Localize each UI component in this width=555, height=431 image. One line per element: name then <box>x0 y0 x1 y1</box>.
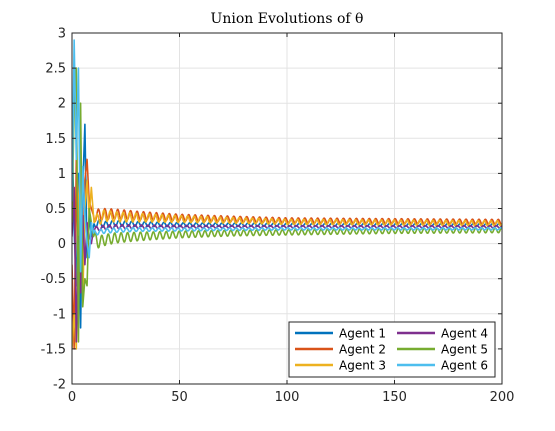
x-tick-label: 0 <box>68 390 76 405</box>
y-tick-label: 1 <box>58 167 66 182</box>
y-tick-label: -2 <box>53 378 66 393</box>
y-tick-label: 0 <box>58 237 66 252</box>
x-tick-label: 50 <box>171 390 188 405</box>
plot-area <box>72 39 502 350</box>
y-tick-label: 2.5 <box>45 62 66 77</box>
series-line-agent-3 <box>72 158 502 350</box>
y-tick-label: -1 <box>53 307 66 322</box>
series-line-agent-6 <box>72 39 502 273</box>
x-tick-label: 200 <box>490 390 515 405</box>
legend: Agent 1 Agent 2 Agent 3 Agent 4 Agent 5 Agent… <box>288 321 496 378</box>
y-tick-label: -1.5 <box>41 342 66 357</box>
x-tick-label: 150 <box>382 390 407 405</box>
y-tick-label: 1.5 <box>45 132 66 147</box>
series-line-agent-5 <box>72 67 502 343</box>
chart-title: Union Evolutions of θ <box>211 11 364 27</box>
legend-label: Agent 1 <box>339 327 386 341</box>
legend-label: Agent 3 <box>339 359 386 373</box>
y-axis-ticks: -2 -1.5 -1 -0.5 0 0.5 1 1.5 2 2.5 3 <box>41 27 502 393</box>
x-axis-ticks: 0 50 100 150 200 <box>68 33 515 405</box>
y-tick-label: 2 <box>58 97 66 112</box>
legend-label: Agent 5 <box>441 343 488 357</box>
y-tick-label: 0.5 <box>45 202 66 217</box>
legend-label: Agent 2 <box>339 343 386 357</box>
series-line-agent-4 <box>72 186 502 343</box>
grid-lines <box>71 32 503 385</box>
x-tick-label: 100 <box>275 390 300 405</box>
y-tick-label: -0.5 <box>41 272 66 287</box>
y-tick-label: 3 <box>58 27 66 42</box>
legend-label: Agent 6 <box>441 359 488 373</box>
legend-label: Agent 4 <box>441 327 488 341</box>
